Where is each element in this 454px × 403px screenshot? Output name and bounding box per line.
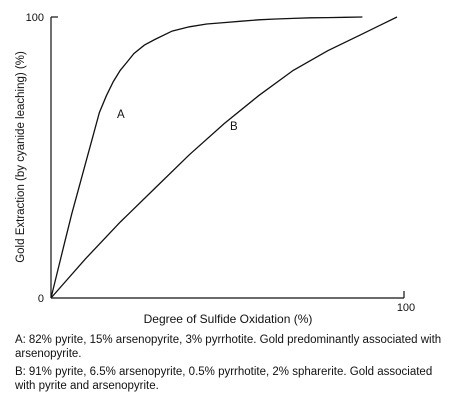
chart: 0 100 100 Degree of Sulfide Oxidation (%…	[15, 12, 415, 326]
series-a-label: A	[117, 109, 125, 121]
series-b-line	[50, 16, 398, 299]
series-b-label: B	[230, 121, 238, 133]
caption-a: A: 82% pyrite, 15% arsenopyrite, 3% pyrrh…	[15, 333, 445, 361]
axes	[50, 16, 405, 299]
x-axis-label: Degree of Sulfide Oxidation (%)	[144, 312, 313, 326]
caption-b-tag: B:	[15, 366, 26, 378]
series-a-line	[50, 16, 363, 299]
x-tick-label-100: 100	[397, 302, 415, 314]
y-tick-label-0: 0	[38, 293, 44, 305]
caption-b-text: 91% pyrite, 6.5% arsenopyrite, 0.5% pyrr…	[15, 366, 433, 392]
caption-b: B: 91% pyrite, 6.5% arsenopyrite, 0.5% py…	[15, 365, 445, 393]
y-axis-label: Gold Extraction (by cyanide leaching) (%…	[15, 51, 27, 263]
y-tick-label-100: 100	[26, 12, 44, 24]
caption-a-text: 82% pyrite, 15% arsenopyrite, 3% pyrrhot…	[15, 334, 442, 360]
caption-a-tag: A:	[15, 334, 26, 346]
